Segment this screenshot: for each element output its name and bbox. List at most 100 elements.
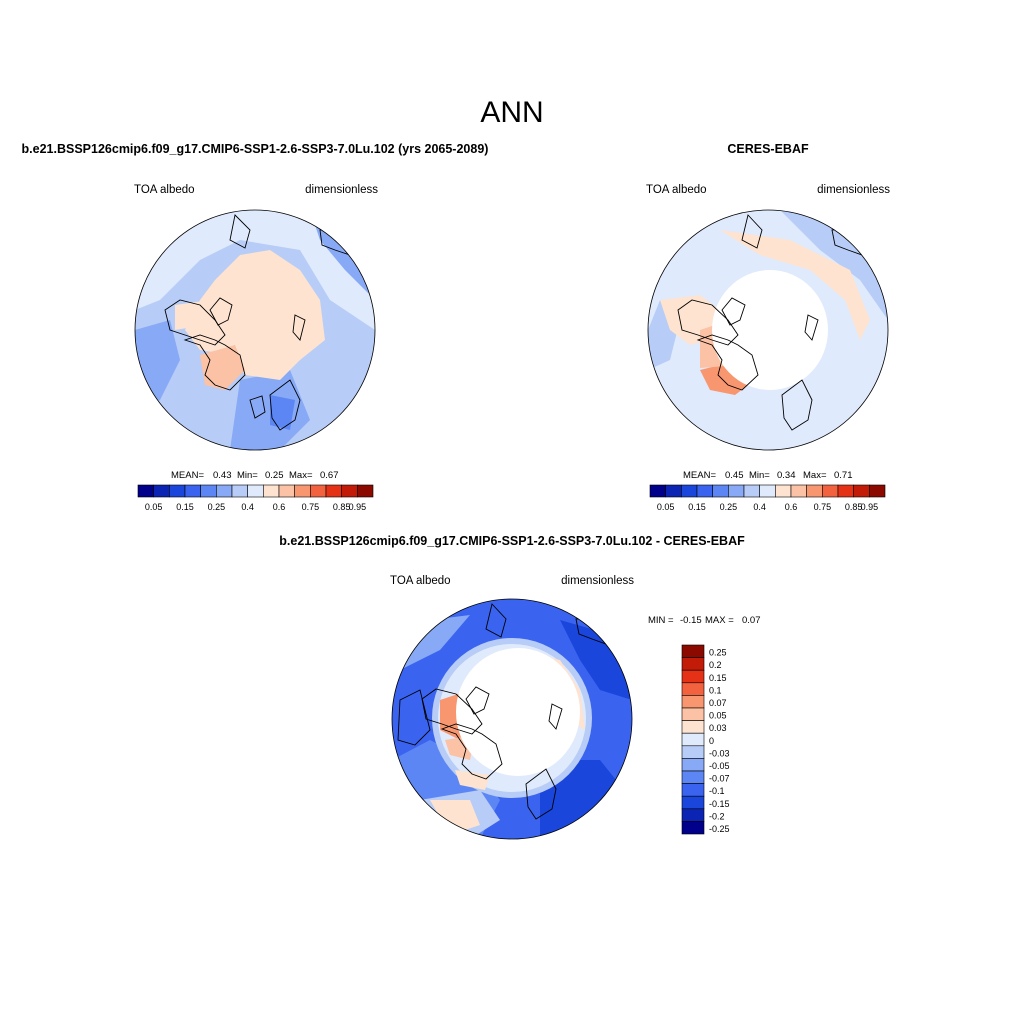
panel-1-colorbar-tick-label: 0.4: [241, 502, 254, 512]
panel-3-colorbar-swatch: [681, 795, 705, 810]
panel-3-colorbar-tick-label: -0.03: [709, 748, 730, 758]
panel-1-min-label: Min=: [237, 470, 258, 481]
panel-1-units: dimensionless: [305, 184, 378, 196]
panel-1-colorbar-tick-label: 0.15: [176, 502, 194, 512]
panel-1-colorbar-swatch: [184, 484, 201, 498]
panel-2-colorbar-swatch: [869, 484, 886, 498]
panel-2-colorbar-swatch: [743, 484, 760, 498]
panel-3-colorbar-swatch: [681, 821, 705, 835]
panel-2-colorbar-swatch: [759, 484, 776, 498]
panel-2-variable: TOA albedo: [646, 184, 707, 196]
panel-1-mean-label: MEAN=: [171, 470, 204, 481]
panel-1-colorbar-tick-label: 0.25: [208, 502, 226, 512]
panel-1-colorbar-tick-label: 0.05: [145, 502, 163, 512]
panel-1-colorbar-swatch: [247, 484, 264, 498]
panel-2-map: [648, 210, 888, 450]
panel-2-min-label: Min=: [749, 470, 770, 481]
panel-1-stats: MEAN= 0.43 Min= 0.25 Max= 0.67: [171, 470, 339, 481]
panel-3-colorbar-tick-label: -0.1: [709, 786, 725, 796]
panel-2-colorbar-swatch: [649, 484, 666, 498]
panel-2-colorbar-tick-label: 0.95: [861, 502, 879, 512]
panel-3-map: [392, 599, 632, 839]
panel-3-colorbar-swatch: [681, 783, 705, 797]
panel-1-colorbar-swatch: [137, 484, 154, 498]
panel-3-colorbar-tick-label: 0: [709, 736, 714, 746]
panel-2-colorbar-swatch: [712, 484, 729, 498]
panel-3-colorbar-swatch: [681, 682, 705, 696]
panel-2-colorbar-swatch: [775, 484, 792, 498]
panel-2-colorbar-swatch: [822, 484, 839, 498]
panel-3-stats: MIN = -0.15 MAX = 0.07: [648, 615, 761, 626]
panel-1-colorbar: 0.05 0.15 0.25 0.4 0.6 0.75 0.850.95: [137, 484, 374, 512]
panel-2-mean-label: MEAN=: [683, 470, 716, 481]
panel-2-colorbar-tick-label: 0.15: [688, 502, 706, 512]
panel-3-colorbar-swatch: [681, 707, 705, 721]
panel-3-title: b.e21.BSSP126cmip6.f09_g17.CMIP6-SSP1-2.…: [279, 534, 745, 548]
panel-1-colorbar-swatch: [294, 484, 311, 498]
panel-3-colorbar-swatch: [681, 745, 705, 759]
panel-3-colorbar-tick-label: -0.07: [709, 774, 730, 784]
panel-3-colorbar-swatch: [681, 758, 705, 772]
panel-2-colorbar-swatch: [837, 484, 854, 498]
panel-1-colorbar-swatch: [216, 484, 233, 498]
panel-1-title: b.e21.BSSP126cmip6.f09_g17.CMIP6-SSP1-2.…: [22, 142, 489, 156]
panel-2-colorbar-swatch: [696, 484, 713, 498]
panel-3-max-label: MAX =: [705, 615, 734, 626]
panel-3-colorbar-swatch: [681, 644, 705, 658]
panel-3-map-border: [391, 598, 633, 840]
panel-1-colorbar-swatch: [278, 484, 295, 498]
panel-3-colorbar-tick-label: 0.03: [709, 723, 727, 733]
panel-3-colorbar-tick-label: -0.2: [709, 811, 725, 821]
panel-3-colorbar-swatch: [681, 808, 705, 822]
page-title: ANN: [480, 96, 543, 129]
panel-2-colorbar-swatch: [853, 484, 870, 498]
panel-3-variable: TOA albedo: [390, 575, 451, 587]
panel-1-colorbar-swatch: [231, 484, 248, 498]
panel-2-colorbar-swatch: [728, 484, 745, 498]
panel-3-min-label: MIN =: [648, 615, 674, 626]
panel-3-colorbar-tick-label: 0.15: [709, 673, 727, 683]
panel-3-colorbar-tick-label: -0.15: [709, 799, 730, 809]
panel-2-colorbar-swatch: [681, 484, 698, 498]
panel-3-colorbar-tick-label: 0.05: [709, 711, 727, 721]
panel-3-colorbar-tick-label: -0.25: [709, 824, 730, 834]
panel-2-map-border: [647, 209, 889, 451]
panel-1-colorbar-tick-label: 0.85: [333, 502, 351, 512]
panel-1-colorbar-swatch: [169, 484, 186, 498]
panel-1-colorbar-swatch: [310, 484, 327, 498]
panel-2-colorbar-tick-label: 0.6: [785, 502, 798, 512]
panel-2-colorbar-tick-label: 0.85: [845, 502, 863, 512]
panel-3-units: dimensionless: [561, 575, 634, 587]
panel-3-colorbar-tick-label: 0.25: [709, 648, 727, 658]
panel-3-colorbar-swatch: [681, 657, 705, 671]
panel-3-colorbar-swatch: [681, 669, 705, 684]
panel-3-colorbar-swatch: [681, 720, 705, 734]
panel-1-variable: TOA albedo: [134, 184, 195, 196]
panel-3-colorbar-tick-label: 0.07: [709, 698, 727, 708]
panel-3-colorbar-swatch: [681, 732, 705, 747]
panel-3-colorbar-tick-label: -0.05: [709, 761, 730, 771]
panel-2-max-value: 0.71: [834, 470, 853, 481]
panel-3-colorbar-tick-label: 0.2: [709, 660, 722, 670]
panel-2-colorbar-swatch: [665, 484, 682, 498]
panel-2-min-value: 0.34: [777, 470, 796, 481]
panel-1-max-label: Max=: [289, 470, 313, 481]
panel-1-colorbar-swatch: [263, 484, 280, 498]
panel-2-colorbar-tick-label: 0.4: [753, 502, 766, 512]
panel-1-colorbar-swatch: [200, 484, 217, 498]
panel-1-colorbar-tick-label: 0.75: [302, 502, 320, 512]
panel-1-min-value: 0.25: [265, 470, 284, 481]
panel-1-colorbar-tick-label: 0.6: [273, 502, 286, 512]
panel-3-colorbar-tick-label: 0.1: [709, 685, 722, 695]
panel-2-colorbar-tick-label: 0.05: [657, 502, 675, 512]
panel-2-stats: MEAN= 0.45 Min= 0.34 Max= 0.71: [683, 470, 853, 481]
panel-2-colorbar: 0.05 0.15 0.25 0.4 0.6 0.75 0.850.95: [649, 484, 886, 512]
panel-1-colorbar-swatch: [357, 484, 374, 498]
panel-1-colorbar-swatch: [153, 484, 170, 498]
panel-3-min-value: -0.15: [680, 615, 702, 626]
panel-2-max-label: Max=: [803, 470, 827, 481]
panel-3-colorbar-swatch: [681, 770, 705, 784]
panel-2-colorbar-tick-label: 0.25: [720, 502, 738, 512]
panel-3-colorbar-swatch: [681, 695, 705, 709]
panel-1-colorbar-swatch: [325, 484, 342, 498]
